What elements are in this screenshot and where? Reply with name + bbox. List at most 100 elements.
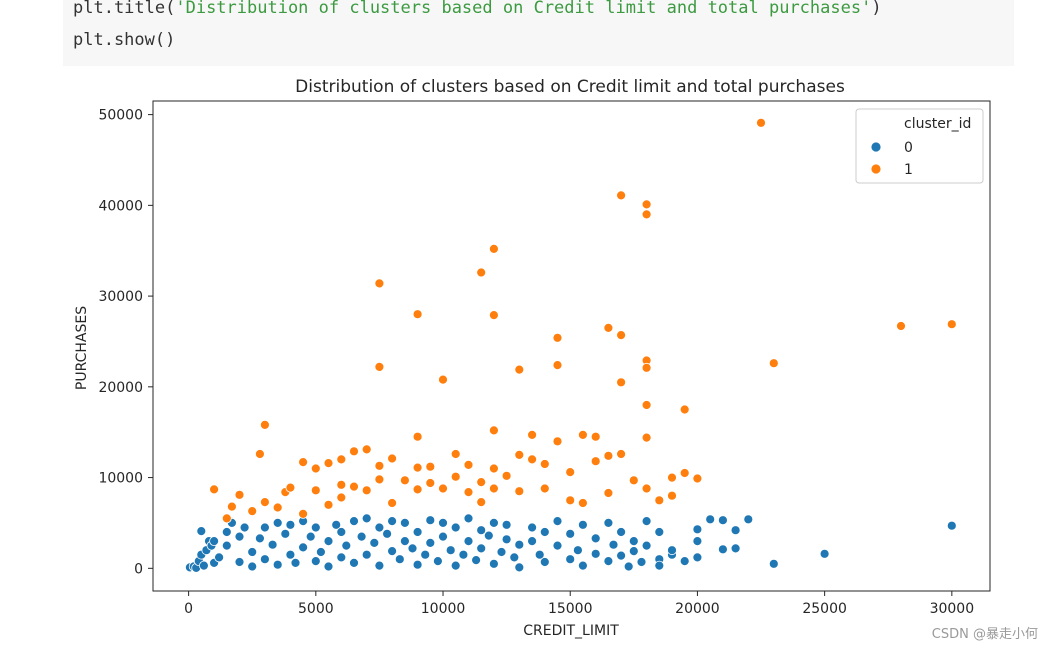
data-point-cluster-1 — [552, 436, 563, 447]
data-point-cluster-0 — [514, 562, 525, 573]
x-tick-label: 0 — [184, 601, 193, 617]
data-point-cluster-0 — [387, 516, 398, 527]
data-point-cluster-0 — [272, 517, 283, 528]
legend-label-1: 1 — [904, 162, 913, 178]
code-cell[interactable]: plt.title('Distribution of clusters base… — [63, 0, 1014, 66]
data-point-cluster-1 — [539, 483, 550, 494]
data-point-cluster-0 — [290, 557, 301, 568]
data-point-cluster-1 — [756, 117, 766, 128]
data-point-cluster-0 — [768, 558, 779, 569]
data-point-cluster-0 — [590, 533, 601, 544]
data-point-cluster-1 — [616, 449, 626, 459]
data-point-cluster-1 — [374, 474, 385, 485]
data-point-cluster-1 — [527, 454, 537, 465]
data-point-cluster-1 — [336, 454, 347, 465]
y-axis: 0 10000 20000 30000 40000 50000 — [98, 108, 153, 577]
data-point-cluster-1 — [565, 467, 576, 478]
data-point-cluster-0 — [374, 560, 385, 571]
data-point-cluster-1 — [336, 479, 347, 490]
data-point-cluster-0 — [438, 517, 448, 528]
data-point-cluster-1 — [374, 460, 385, 471]
data-point-cluster-0 — [483, 530, 494, 541]
data-point-cluster-0 — [450, 560, 461, 571]
data-point-cluster-1 — [552, 360, 563, 371]
plot-area — [153, 101, 990, 591]
x-tick-label: 5000 — [298, 601, 334, 617]
data-point-cluster-1 — [628, 475, 639, 486]
data-point-cluster-1 — [387, 498, 398, 508]
data-point-cluster-0 — [488, 558, 499, 569]
data-point-cluster-0 — [527, 522, 537, 533]
plot-frame — [152, 100, 991, 592]
data-point-cluster-1 — [298, 457, 309, 468]
data-point-cluster-1 — [616, 330, 626, 341]
y-tick-label: 10000 — [98, 471, 143, 487]
data-point-cluster-1 — [641, 362, 652, 373]
data-point-cluster-1 — [259, 419, 270, 430]
data-point-cluster-1 — [412, 462, 423, 473]
data-point-cluster-0 — [432, 556, 443, 567]
data-point-cluster-0 — [628, 546, 639, 557]
data-point-cluster-0 — [399, 536, 410, 547]
data-point-cluster-0 — [247, 561, 258, 572]
data-point-cluster-1 — [259, 497, 270, 508]
code-line-title: plt.title('Distribution of clusters base… — [73, 0, 882, 18]
data-point-cluster-1 — [539, 459, 550, 469]
data-point-cluster-1 — [285, 482, 296, 493]
data-point-cluster-1 — [946, 319, 957, 330]
data-point-cluster-1 — [641, 209, 652, 220]
data-point-cluster-1 — [641, 199, 652, 210]
data-point-cluster-0 — [285, 519, 296, 530]
data-point-cluster-1 — [488, 243, 499, 254]
data-point-cluster-1 — [488, 483, 499, 494]
data-point-cluster-0 — [679, 556, 690, 567]
data-point-cluster-1 — [476, 497, 487, 508]
data-point-cluster-0 — [341, 540, 352, 551]
data-point-cluster-0 — [718, 515, 728, 526]
data-point-cluster-0 — [603, 556, 614, 567]
data-point-cluster-0 — [450, 522, 461, 533]
chart-title: Distribution of clusters based on Credit… — [295, 77, 845, 97]
x-tick-label: 25000 — [802, 601, 847, 617]
data-point-cluster-0 — [234, 531, 245, 542]
data-point-cluster-1 — [514, 486, 525, 497]
data-point-cluster-1 — [298, 508, 309, 519]
data-point-cluster-0 — [667, 545, 677, 556]
data-point-cluster-1 — [425, 478, 436, 488]
data-point-cluster-0 — [209, 536, 220, 547]
data-point-cluster-1 — [603, 322, 614, 333]
data-point-cluster-0 — [259, 554, 270, 565]
data-point-cluster-0 — [654, 527, 665, 537]
data-point-cluster-0 — [692, 536, 703, 547]
y-tick-label: 20000 — [98, 380, 143, 396]
data-point-cluster-0 — [641, 516, 652, 527]
x-axis-label: CREDIT_LIMIT — [523, 623, 619, 639]
data-point-cluster-0 — [552, 540, 563, 551]
data-point-cluster-1 — [476, 477, 487, 488]
data-point-cluster-1 — [226, 501, 237, 512]
data-point-cluster-1 — [590, 431, 601, 442]
data-point-cluster-1 — [387, 453, 398, 464]
data-point-cluster-1 — [641, 432, 652, 443]
data-point-cluster-1 — [692, 473, 703, 484]
data-point-cluster-0 — [534, 549, 545, 560]
data-point-cluster-1 — [488, 425, 499, 436]
data-point-cluster-1 — [247, 506, 258, 517]
data-point-cluster-1 — [679, 468, 690, 478]
data-point-cluster-1 — [552, 332, 563, 343]
data-point-cluster-1 — [603, 488, 614, 498]
data-point-cluster-0 — [565, 554, 576, 565]
data-point-cluster-1 — [323, 458, 334, 469]
x-tick-label: 10000 — [421, 601, 466, 617]
data-point-cluster-0 — [336, 527, 347, 537]
data-point-cluster-0 — [616, 527, 626, 537]
data-point-cluster-1 — [361, 444, 372, 455]
data-point-cluster-0 — [692, 524, 703, 535]
data-point-cluster-0 — [298, 542, 309, 553]
data-point-cluster-1 — [463, 459, 474, 470]
data-point-cluster-1 — [374, 278, 385, 289]
data-point-cluster-1 — [425, 461, 436, 472]
data-point-cluster-1 — [654, 495, 665, 506]
data-point-cluster-0 — [323, 536, 334, 547]
data-point-cluster-1 — [488, 463, 499, 474]
